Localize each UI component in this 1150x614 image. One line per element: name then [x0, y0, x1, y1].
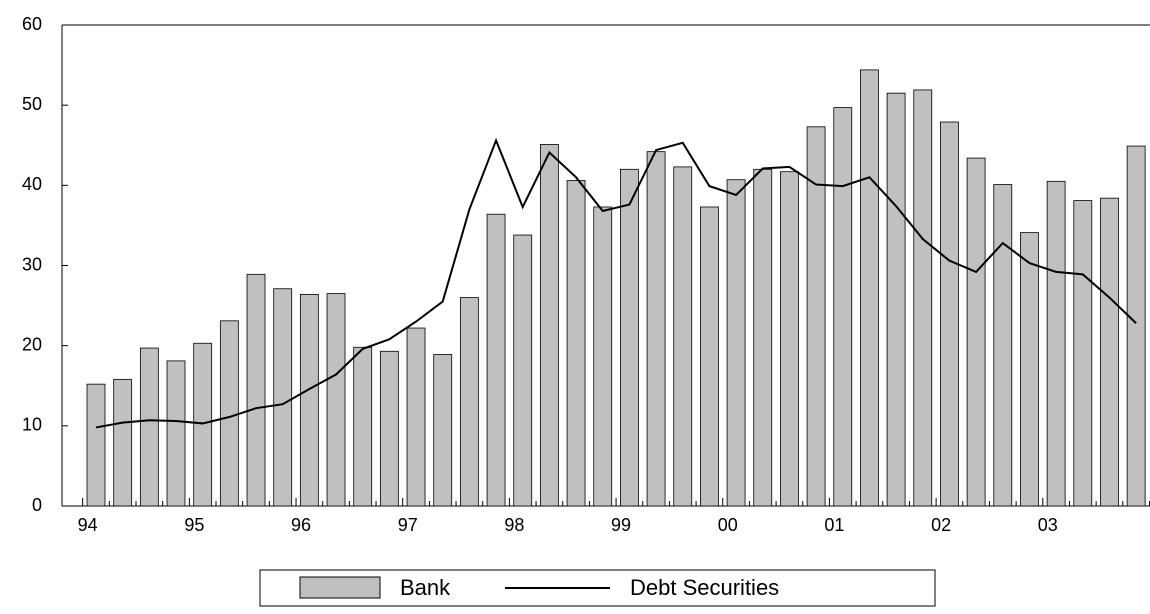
bar: [886, 92, 906, 507]
bar: [1046, 180, 1066, 507]
bar: [566, 180, 586, 507]
y-tick-label: 0: [32, 495, 42, 515]
x-tick-label: 95: [184, 515, 204, 535]
bar: [539, 144, 559, 507]
bar: [513, 234, 533, 507]
y-tick-label: 50: [22, 94, 42, 114]
x-tick-label: 99: [611, 515, 631, 535]
bar: [993, 184, 1013, 507]
bar: [753, 168, 773, 507]
bar: [940, 121, 959, 507]
bar: [326, 293, 346, 507]
bar: [379, 350, 399, 507]
bar: [246, 273, 266, 507]
bar: [139, 347, 159, 507]
y-tick-label: 60: [22, 14, 42, 34]
bar: [646, 151, 666, 507]
bar: [406, 327, 426, 507]
bar: [86, 383, 106, 507]
legend-label: Bank: [400, 575, 451, 600]
bar: [353, 346, 373, 507]
bar: [459, 297, 479, 507]
bar: [593, 206, 613, 507]
bar: [913, 89, 933, 507]
bar: [1126, 145, 1146, 507]
bar: [486, 213, 506, 507]
x-tick-label: 02: [931, 515, 951, 535]
x-tick-label: 97: [398, 515, 418, 535]
bar: [1020, 232, 1039, 507]
y-tick-label: 20: [22, 334, 42, 354]
bar: [193, 342, 213, 507]
bar: [806, 126, 826, 507]
legend-swatch: [299, 576, 381, 599]
bar: [780, 171, 799, 507]
bar: [833, 107, 853, 507]
bar: [726, 179, 746, 507]
legend-label: Debt Securities: [630, 575, 779, 600]
bar: [700, 206, 719, 507]
bar: [166, 360, 186, 507]
x-tick-label: 03: [1038, 515, 1058, 535]
bar: [620, 168, 639, 507]
x-tick-label: 98: [504, 515, 524, 535]
x-tick-label: 96: [291, 515, 311, 535]
bar: [1073, 200, 1093, 507]
bar: [433, 354, 453, 507]
bar: [966, 157, 986, 507]
x-tick-label: 01: [824, 515, 844, 535]
x-tick-label: 00: [718, 515, 738, 535]
y-tick-label: 40: [22, 174, 42, 194]
bar: [113, 378, 133, 507]
y-tick-label: 30: [22, 254, 42, 274]
bar: [673, 166, 693, 507]
y-tick-label: 10: [22, 415, 42, 435]
bar: [273, 288, 293, 507]
line: [95, 137, 1137, 429]
bar: [1100, 197, 1119, 507]
x-tick-label: 94: [78, 515, 98, 535]
bar: [860, 69, 879, 507]
bar: [299, 293, 319, 507]
bar: [219, 320, 239, 507]
